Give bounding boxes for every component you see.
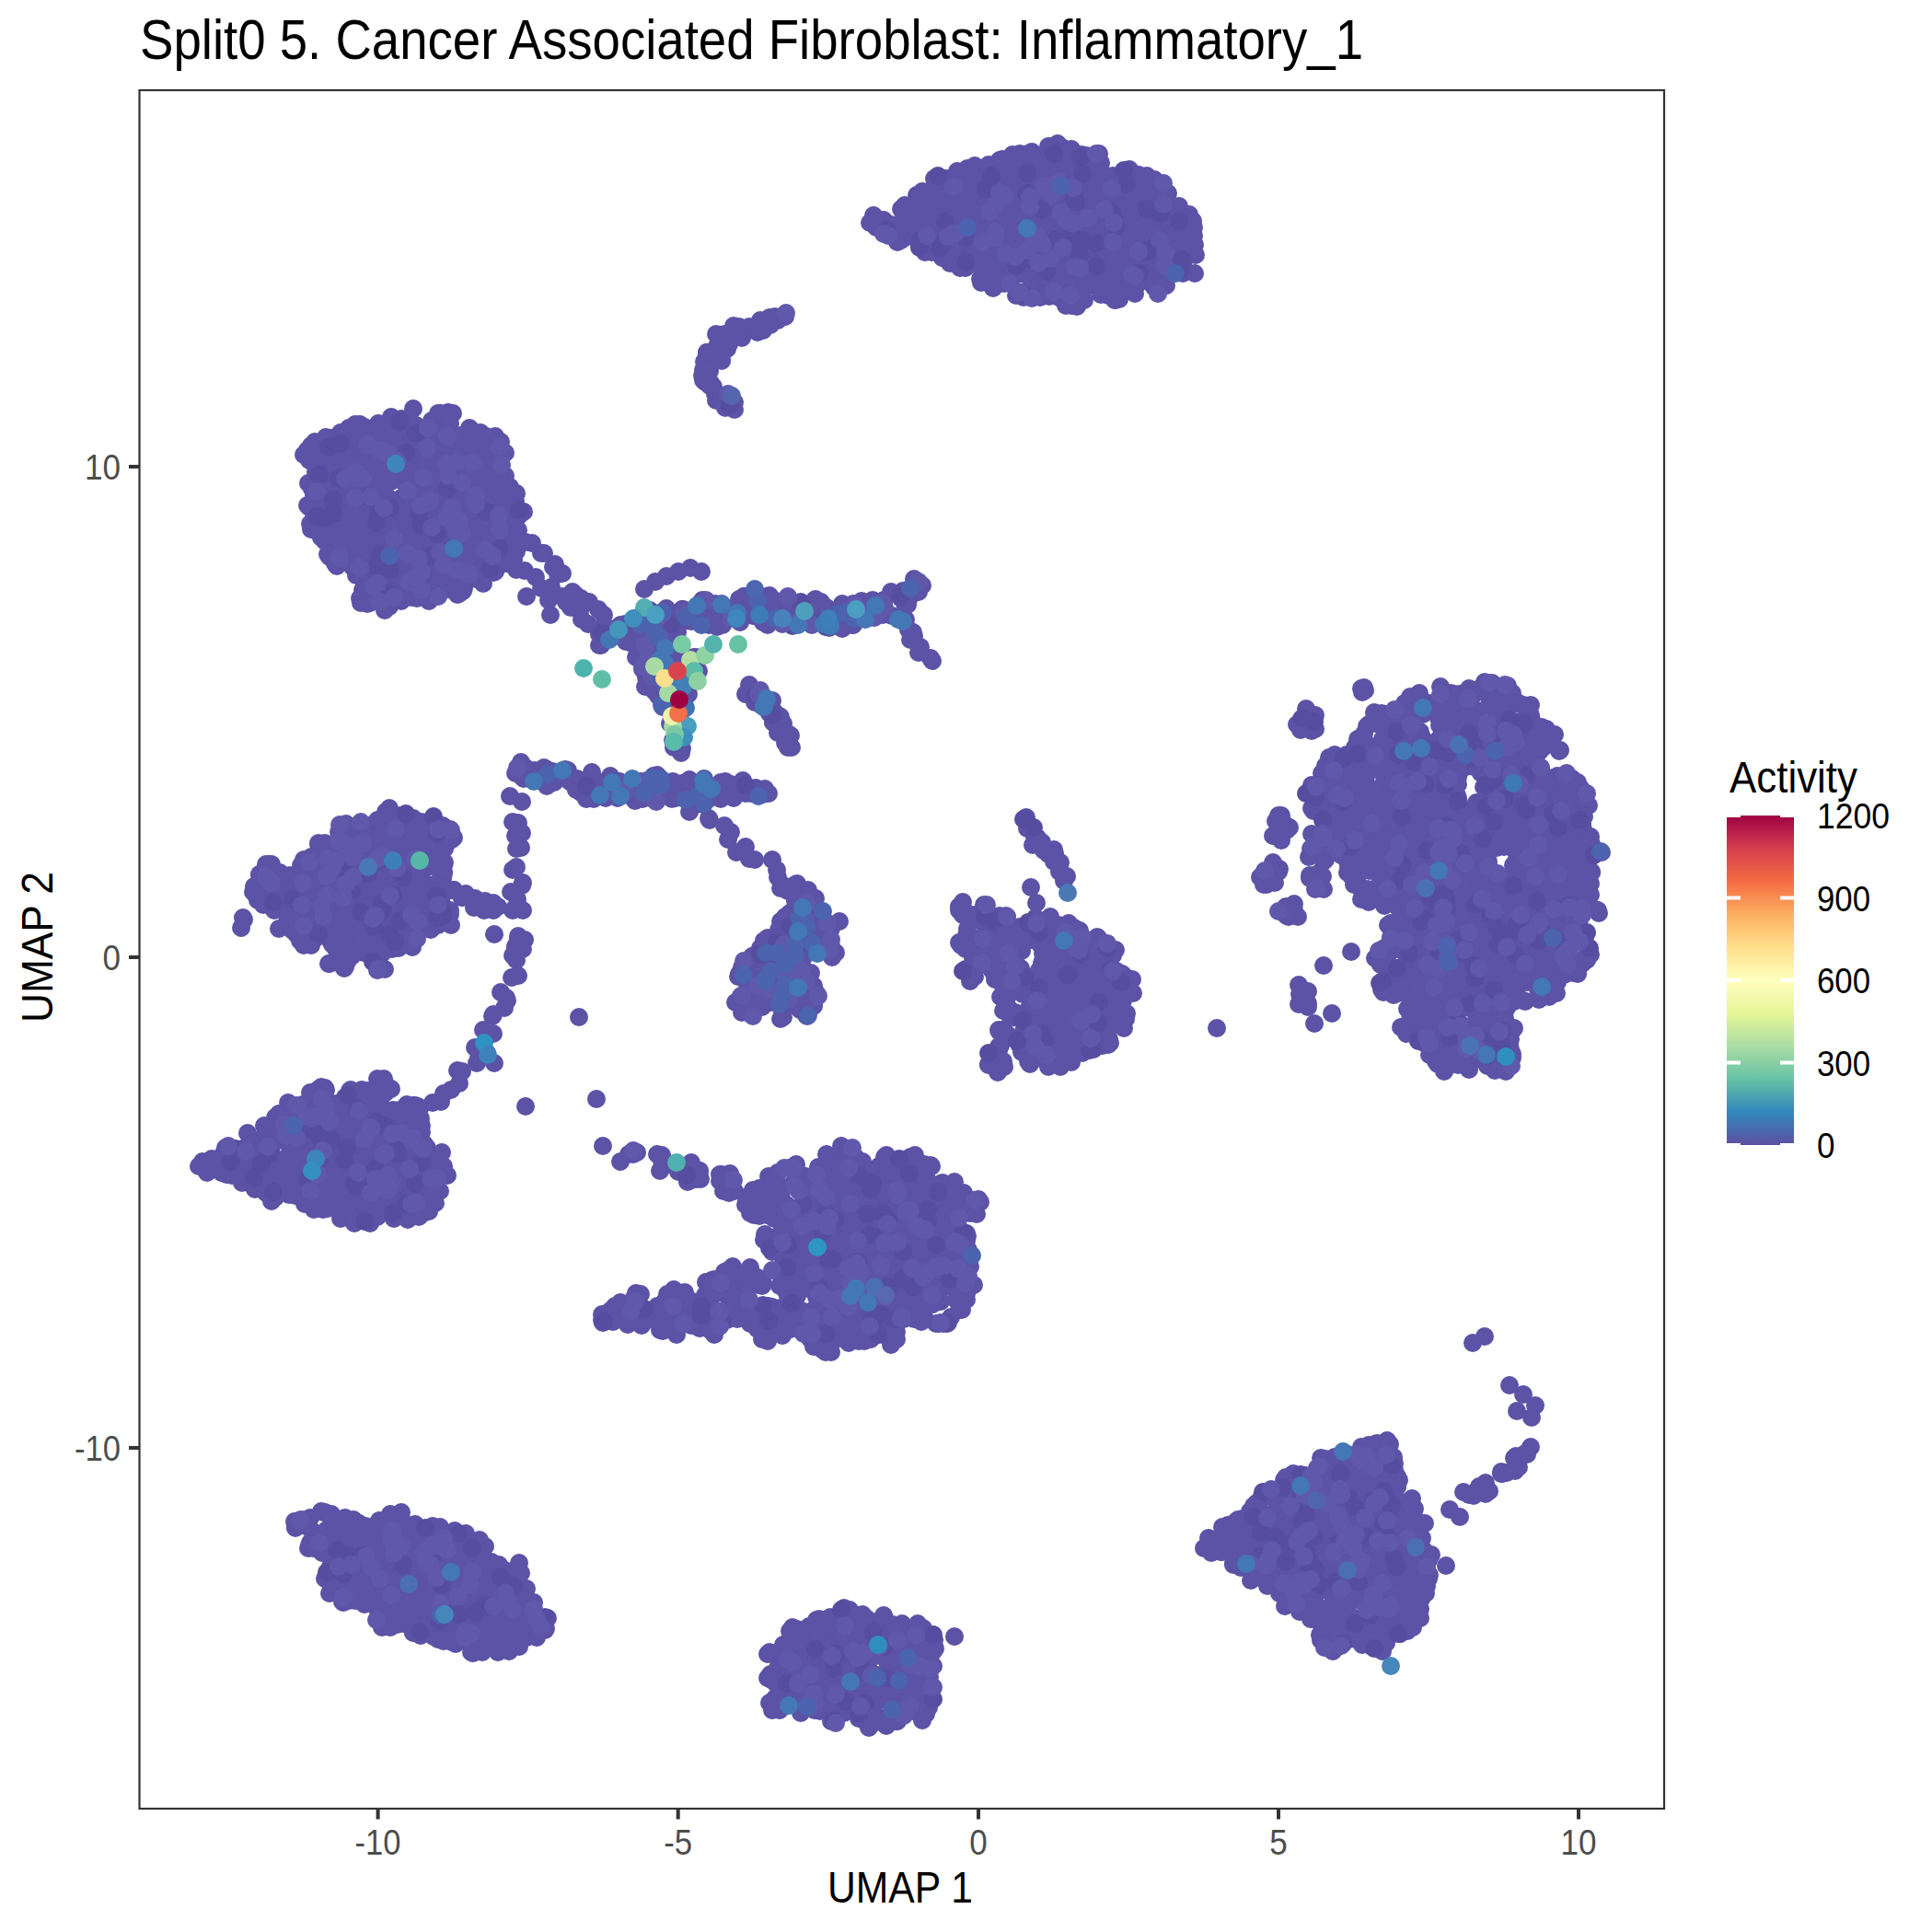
svg-text:-5: -5 [664,1822,692,1862]
svg-text:1200: 1200 [1817,796,1890,836]
svg-text:UMAP 2: UMAP 2 [12,872,62,1023]
svg-text:300: 300 [1817,1044,1870,1083]
svg-text:10: 10 [1561,1822,1597,1862]
svg-text:-10: -10 [75,1429,121,1468]
svg-text:0: 0 [969,1822,988,1862]
svg-text:0: 0 [103,938,121,978]
svg-text:Split0 5. Cancer Associated Fi: Split0 5. Cancer Associated Fibroblast: … [140,7,1363,71]
svg-text:Activity: Activity [1730,752,1857,802]
svg-text:10: 10 [85,447,121,487]
svg-text:-10: -10 [355,1822,401,1862]
svg-text:0: 0 [1817,1126,1835,1165]
svg-text:600: 600 [1817,961,1870,1001]
svg-text:5: 5 [1269,1822,1288,1862]
svg-text:900: 900 [1817,879,1870,919]
svg-text:UMAP 1: UMAP 1 [827,1862,973,1912]
